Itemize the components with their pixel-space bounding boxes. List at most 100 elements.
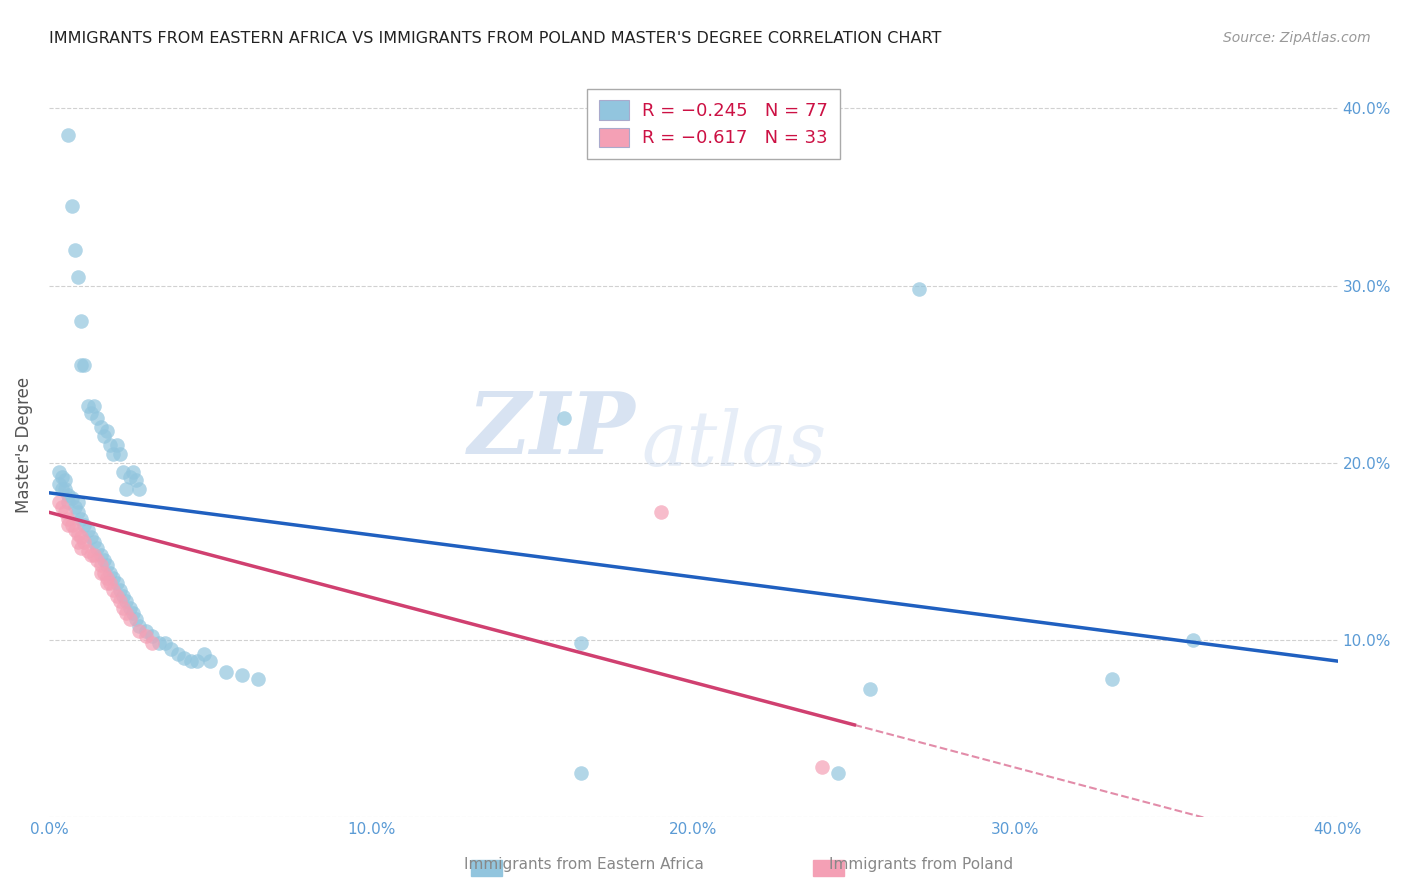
- Point: [231, 668, 253, 682]
- Point: [70, 541, 93, 555]
- Point: [141, 636, 163, 650]
- Point: [58, 128, 80, 142]
- Point: [66, 505, 89, 519]
- Point: [153, 636, 176, 650]
- Point: [63, 523, 86, 537]
- Point: [51, 470, 73, 484]
- Point: [105, 589, 128, 603]
- Point: [93, 566, 115, 580]
- Point: [118, 611, 141, 625]
- Point: [51, 483, 73, 497]
- Point: [48, 494, 70, 508]
- Point: [66, 526, 89, 541]
- Point: [70, 512, 93, 526]
- Point: [58, 487, 80, 501]
- Point: [108, 583, 131, 598]
- Point: [80, 406, 103, 420]
- Point: [215, 665, 238, 679]
- Point: [98, 566, 121, 580]
- Point: [103, 583, 125, 598]
- Point: [53, 483, 76, 497]
- Point: [86, 541, 108, 555]
- Point: [66, 494, 89, 508]
- Point: [160, 641, 183, 656]
- Point: [125, 611, 148, 625]
- Point: [96, 558, 118, 573]
- Point: [112, 465, 135, 479]
- Point: [89, 420, 111, 434]
- Text: atlas: atlas: [641, 408, 827, 482]
- Text: Immigrants from Eastern Africa: Immigrants from Eastern Africa: [464, 857, 703, 872]
- Point: [76, 523, 98, 537]
- Point: [48, 477, 70, 491]
- Point: [193, 647, 215, 661]
- Point: [569, 765, 592, 780]
- Point: [103, 571, 125, 585]
- Point: [73, 535, 96, 549]
- Point: [93, 553, 115, 567]
- Point: [115, 607, 138, 621]
- Point: [89, 566, 111, 580]
- Text: Source: ZipAtlas.com: Source: ZipAtlas.com: [1223, 31, 1371, 45]
- Point: [186, 654, 208, 668]
- Point: [53, 505, 76, 519]
- Point: [63, 500, 86, 514]
- Point: [96, 424, 118, 438]
- Point: [83, 535, 105, 549]
- Point: [115, 594, 138, 608]
- Point: [128, 483, 150, 497]
- Point: [128, 624, 150, 638]
- Point: [128, 618, 150, 632]
- Point: [86, 553, 108, 567]
- Point: [115, 483, 138, 497]
- Point: [650, 505, 672, 519]
- Point: [60, 517, 83, 532]
- Text: ZIP: ZIP: [467, 388, 636, 472]
- Point: [1101, 672, 1123, 686]
- Point: [89, 548, 111, 562]
- Point: [58, 517, 80, 532]
- Point: [141, 629, 163, 643]
- Point: [80, 548, 103, 562]
- Text: Immigrants from Poland: Immigrants from Poland: [830, 857, 1012, 872]
- Point: [553, 411, 575, 425]
- Point: [58, 512, 80, 526]
- Point: [76, 544, 98, 558]
- Point: [51, 500, 73, 514]
- Point: [96, 571, 118, 585]
- Text: IMMIGRANTS FROM EASTERN AFRICA VS IMMIGRANTS FROM POLAND MASTER'S DEGREE CORRELA: IMMIGRANTS FROM EASTERN AFRICA VS IMMIGR…: [49, 31, 942, 46]
- Point: [148, 636, 170, 650]
- Point: [66, 269, 89, 284]
- Point: [73, 358, 96, 372]
- Point: [569, 636, 592, 650]
- Point: [70, 314, 93, 328]
- Point: [908, 282, 931, 296]
- Point: [60, 491, 83, 505]
- Point: [247, 672, 270, 686]
- Point: [198, 654, 221, 668]
- Point: [105, 438, 128, 452]
- Point: [96, 576, 118, 591]
- Point: [173, 650, 195, 665]
- Point: [103, 447, 125, 461]
- Point: [811, 760, 834, 774]
- Point: [121, 607, 143, 621]
- Point: [118, 601, 141, 615]
- Point: [108, 594, 131, 608]
- Legend: R = −0.245   N = 77, R = −0.617   N = 33: R = −0.245 N = 77, R = −0.617 N = 33: [588, 88, 839, 159]
- Point: [73, 517, 96, 532]
- Point: [63, 243, 86, 257]
- Point: [93, 429, 115, 443]
- Point: [60, 199, 83, 213]
- Point: [86, 411, 108, 425]
- Point: [1181, 632, 1204, 647]
- Point: [70, 358, 93, 372]
- Point: [83, 399, 105, 413]
- Point: [70, 530, 93, 544]
- Point: [118, 470, 141, 484]
- Point: [859, 682, 882, 697]
- Point: [83, 548, 105, 562]
- Point: [135, 629, 157, 643]
- Point: [89, 558, 111, 573]
- Point: [76, 399, 98, 413]
